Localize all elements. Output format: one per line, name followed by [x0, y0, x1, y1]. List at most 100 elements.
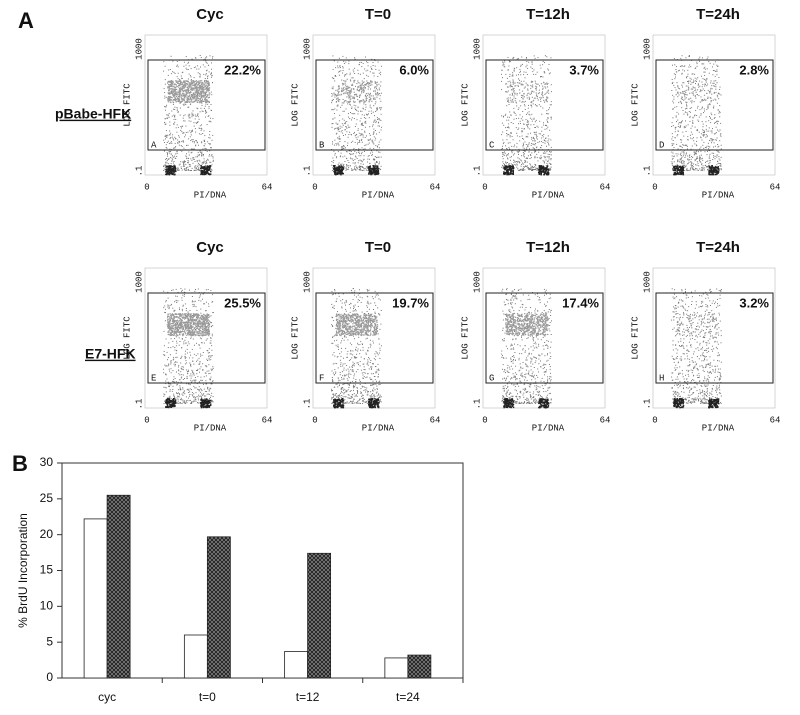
dot — [358, 148, 360, 150]
dot — [519, 123, 521, 124]
dot — [681, 156, 683, 158]
dot — [708, 167, 711, 169]
dot — [181, 72, 183, 74]
dot — [369, 167, 371, 169]
dot — [508, 60, 510, 62]
dot — [196, 98, 198, 100]
dot — [197, 72, 199, 74]
dot — [338, 85, 340, 87]
dot — [205, 73, 207, 75]
dot — [533, 147, 535, 149]
dot — [518, 161, 520, 163]
dot — [543, 160, 545, 162]
dot — [212, 118, 214, 120]
dot — [188, 164, 190, 165]
dot — [534, 80, 536, 82]
dot — [701, 157, 703, 159]
dot — [183, 163, 185, 165]
dot — [720, 94, 722, 96]
dot — [205, 109, 206, 111]
dot — [705, 79, 707, 81]
dot — [541, 126, 543, 128]
dot — [342, 167, 345, 169]
dot — [332, 86, 334, 88]
dot — [514, 93, 516, 95]
dot — [368, 155, 370, 157]
dot — [181, 93, 183, 95]
dot — [685, 85, 687, 87]
dot — [528, 97, 531, 100]
dot — [194, 344, 195, 346]
dot — [192, 101, 194, 103]
dot — [194, 86, 196, 88]
dot — [184, 82, 186, 84]
dot — [674, 165, 676, 168]
dot — [709, 162, 711, 164]
dot — [536, 94, 538, 96]
dot — [680, 139, 681, 141]
dot — [360, 166, 362, 168]
dot — [502, 154, 504, 156]
dot — [191, 301, 193, 303]
dot — [684, 157, 686, 158]
dot — [170, 172, 172, 175]
dot — [169, 124, 171, 126]
dot — [170, 99, 172, 101]
dot — [679, 125, 681, 127]
dot — [379, 98, 381, 100]
dot — [542, 85, 544, 87]
dot — [682, 168, 684, 170]
dot — [685, 89, 687, 91]
dot — [521, 169, 523, 171]
dot — [513, 163, 515, 165]
dot — [203, 167, 205, 169]
dot — [199, 133, 200, 135]
dot — [206, 101, 208, 103]
dot — [373, 136, 375, 138]
dot — [536, 146, 538, 148]
dot — [337, 137, 338, 139]
dot — [186, 92, 189, 94]
dot — [164, 165, 166, 167]
dot — [677, 169, 679, 171]
dot — [163, 395, 165, 397]
dot — [528, 113, 530, 115]
dot — [707, 169, 709, 171]
dot — [521, 155, 523, 157]
dot — [679, 92, 681, 94]
dot — [535, 147, 537, 149]
dot — [358, 100, 360, 102]
dot — [360, 100, 362, 102]
dot — [206, 69, 208, 71]
dot — [378, 83, 380, 85]
dot — [337, 151, 339, 153]
dot — [339, 141, 341, 143]
dot — [165, 365, 167, 367]
dot — [335, 173, 338, 175]
dot — [172, 340, 174, 342]
dot — [524, 162, 526, 164]
dot — [345, 151, 347, 153]
dot — [713, 91, 715, 93]
dot — [708, 157, 710, 159]
dot — [507, 69, 509, 71]
dot — [541, 113, 543, 115]
dot — [506, 105, 508, 107]
dot — [171, 82, 173, 84]
dot — [191, 97, 193, 99]
dot — [372, 95, 374, 97]
dot — [181, 95, 183, 97]
dot — [521, 90, 524, 92]
dot — [163, 354, 165, 356]
dot — [501, 166, 503, 168]
dot — [683, 127, 685, 129]
dot — [175, 153, 177, 155]
dot — [174, 147, 176, 149]
dot — [331, 109, 333, 111]
dot — [506, 170, 508, 172]
dot — [189, 87, 191, 89]
dot — [191, 403, 193, 404]
dot — [368, 158, 370, 160]
dot — [502, 143, 504, 145]
dot — [351, 88, 353, 90]
